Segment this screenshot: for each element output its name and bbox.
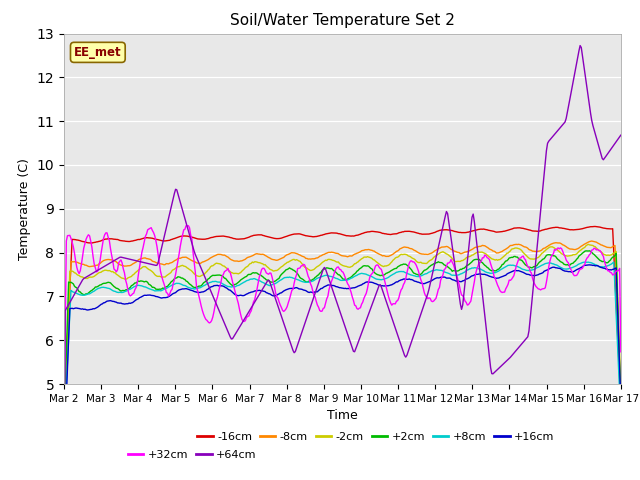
X-axis label: Time: Time	[327, 409, 358, 422]
Legend: +32cm, +64cm: +32cm, +64cm	[124, 445, 261, 464]
Text: EE_met: EE_met	[74, 46, 122, 59]
Y-axis label: Temperature (C): Temperature (C)	[18, 158, 31, 260]
Title: Soil/Water Temperature Set 2: Soil/Water Temperature Set 2	[230, 13, 455, 28]
